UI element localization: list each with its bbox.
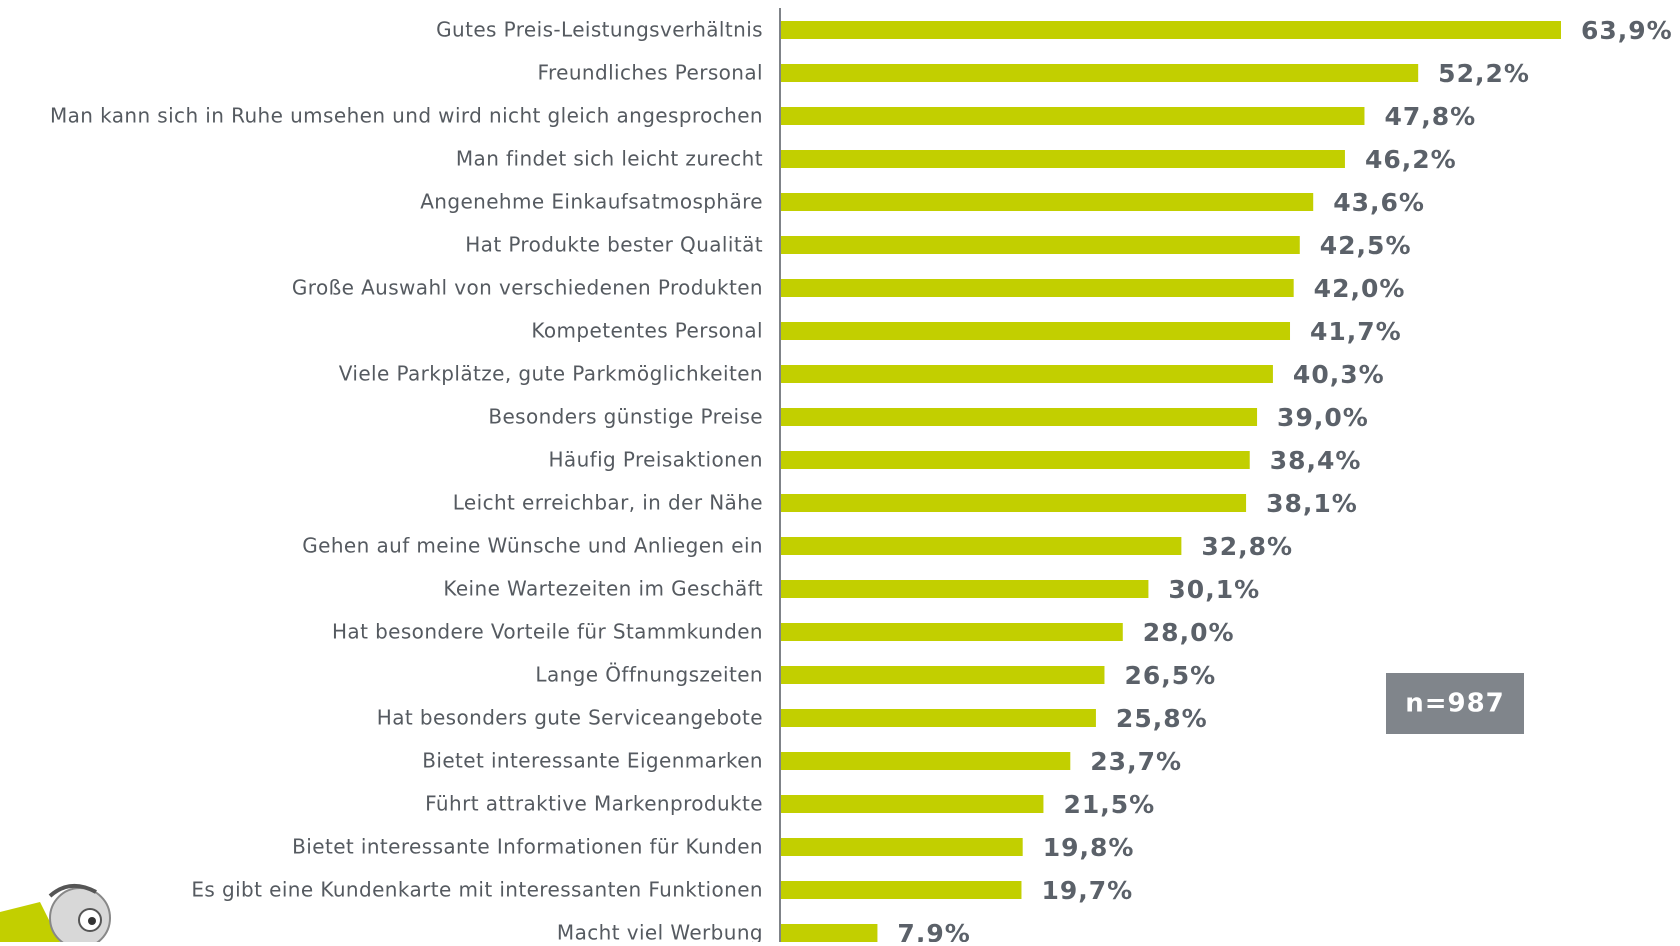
value-label: 19,7% [1041, 876, 1133, 905]
category-label: Hat Produkte bester Qualität [465, 233, 763, 257]
value-label: 42,0% [1314, 274, 1406, 303]
category-label: Große Auswahl von verschiedenen Produkte… [292, 276, 763, 300]
bar [781, 666, 1104, 684]
value-label: 39,0% [1277, 403, 1369, 432]
bar [781, 881, 1021, 899]
bar [781, 752, 1070, 770]
value-label: 26,5% [1124, 661, 1216, 690]
bar [781, 64, 1418, 82]
value-label: 7,9% [897, 919, 970, 942]
category-label: Viele Parkplätze, gute Parkmöglichkeiten [339, 362, 763, 386]
value-label: 23,7% [1090, 747, 1182, 776]
category-label: Hat besondere Vorteile für Stammkunden [332, 620, 763, 644]
category-label: Hat besonders gute Serviceangebote [377, 706, 763, 730]
value-label: 25,8% [1116, 704, 1208, 733]
n-box: n=987 [1386, 673, 1524, 734]
chart: n=987 Gutes Preis-Leistungsverhältnis 63,… [0, 0, 1680, 942]
bar [781, 494, 1246, 512]
value-label: 41,7% [1310, 317, 1402, 346]
value-label: 43,6% [1333, 188, 1425, 217]
value-label: 19,8% [1043, 833, 1135, 862]
bar [781, 580, 1148, 598]
category-label: Lange Öffnungszeiten [535, 663, 763, 687]
bar [781, 537, 1181, 555]
category-label: Führt attraktive Markenprodukte [425, 792, 763, 816]
value-label: 63,9% [1581, 16, 1673, 45]
category-label: Gehen auf meine Wünsche und Anliegen ein [302, 534, 763, 558]
value-label: 28,0% [1143, 618, 1235, 647]
category-label: Leicht erreichbar, in der Nähe [453, 491, 763, 515]
bar [781, 408, 1257, 426]
value-label: 38,4% [1270, 446, 1362, 475]
category-label: Besonders günstige Preise [488, 405, 763, 429]
bar [781, 451, 1250, 469]
value-label: 52,2% [1438, 59, 1530, 88]
bar [781, 193, 1313, 211]
value-label: 32,8% [1201, 532, 1293, 561]
category-label: Keine Wartezeiten im Geschäft [443, 577, 763, 601]
bar [781, 924, 877, 942]
category-label: Bietet interessante Eigenmarken [422, 749, 763, 773]
bar [781, 107, 1364, 125]
category-label: Kompetentes Personal [531, 319, 763, 343]
bar [781, 623, 1123, 641]
value-label: 21,5% [1063, 790, 1155, 819]
category-label: Bietet interessante Informationen für Ku… [292, 835, 763, 859]
value-label: 30,1% [1168, 575, 1260, 604]
category-label: Man kann sich in Ruhe umsehen und wird n… [50, 104, 763, 128]
category-label: Es gibt eine Kundenkarte mit interessant… [191, 878, 763, 902]
category-label: Macht viel Werbung [557, 921, 763, 943]
logo [0, 886, 110, 942]
value-label: 40,3% [1293, 360, 1385, 389]
bar [781, 838, 1023, 856]
page: {"chart_data": { "type": "bar", "orienta… [0, 0, 1680, 942]
category-label: Gutes Preis-Leistungsverhältnis [436, 18, 763, 42]
category-label: Häufig Preisaktionen [548, 448, 763, 472]
bar [781, 365, 1273, 383]
category-label: Angenehme Einkaufsatmosphäre [420, 190, 763, 214]
category-label: Freundliches Personal [538, 61, 763, 85]
bar [781, 279, 1294, 297]
bar [781, 21, 1561, 39]
value-label: 46,2% [1365, 145, 1457, 174]
value-label: 42,5% [1320, 231, 1412, 260]
bar [781, 322, 1290, 340]
value-label: 47,8% [1384, 102, 1476, 131]
category-label: Man findet sich leicht zurecht [456, 147, 763, 171]
value-label: 38,1% [1266, 489, 1358, 518]
annotation: n=987 [1405, 689, 1505, 719]
bar [781, 236, 1300, 254]
bar [781, 150, 1345, 168]
bar [781, 709, 1096, 727]
bar [781, 795, 1043, 813]
